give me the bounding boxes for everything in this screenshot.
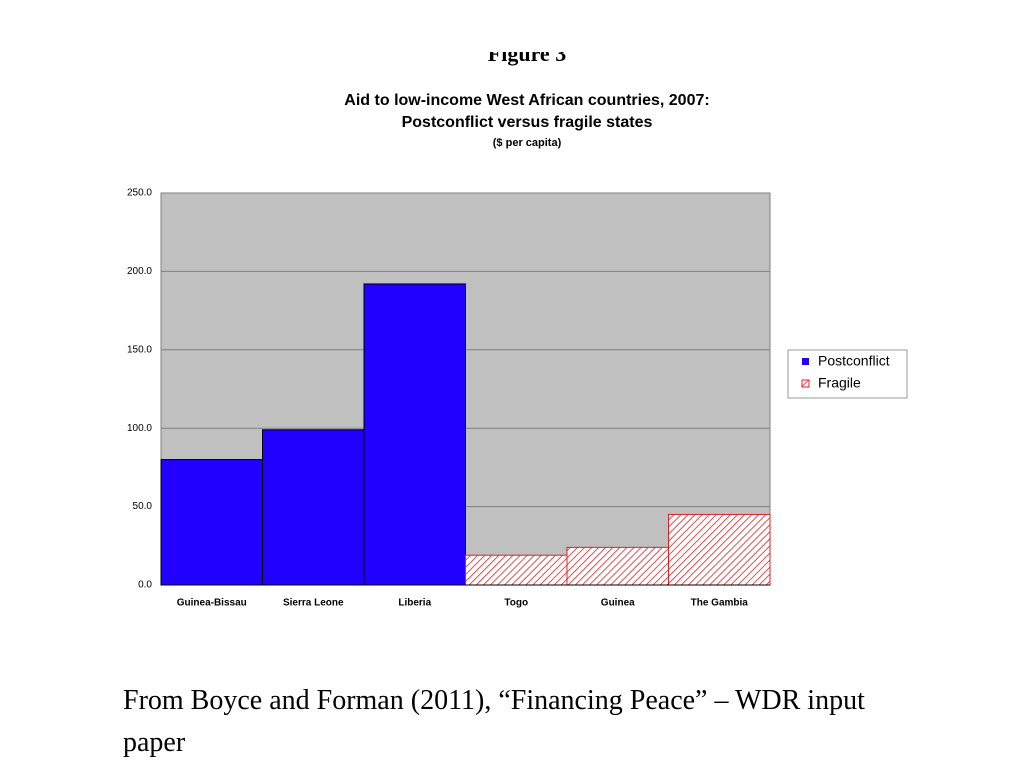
chart-title: Postconflict versus fragile states — [402, 114, 653, 131]
chart-title: Aid to low-income West African countries… — [344, 92, 709, 109]
x-tick-label: Togo — [504, 598, 528, 609]
bar — [566, 546, 669, 586]
x-tick-label: Guinea-Bissau — [177, 598, 247, 609]
y-tick-label: 0.0 — [138, 580, 152, 591]
legend-label: Fragile — [818, 375, 861, 391]
x-tick-label: Liberia — [398, 598, 431, 609]
y-tick-label: 250.0 — [127, 188, 152, 199]
y-tick-label: 50.0 — [133, 501, 153, 512]
y-tick-label: 100.0 — [127, 423, 152, 434]
x-tick-label: The Gambia — [691, 598, 749, 609]
bar — [465, 554, 568, 586]
bar — [363, 283, 466, 586]
legend-label: Postconflict — [818, 353, 890, 369]
caption: From Boyce and Forman (2011), “Financing… — [123, 685, 865, 758]
bar — [668, 513, 771, 586]
legend-swatch — [801, 379, 810, 388]
bar — [262, 429, 365, 586]
bar — [160, 459, 263, 586]
chart: Figure 3 Aid to low-income West African … — [127, 41, 908, 609]
y-tick-label: 200.0 — [127, 266, 152, 277]
figure-label: Figure 3 — [488, 41, 566, 66]
x-tick-label: Guinea — [601, 598, 635, 609]
legend-swatch — [802, 358, 809, 365]
y-tick-label: 150.0 — [127, 344, 152, 355]
chart-subtitle: ($ per capita) — [493, 137, 562, 149]
x-tick-label: Sierra Leone — [283, 598, 344, 609]
